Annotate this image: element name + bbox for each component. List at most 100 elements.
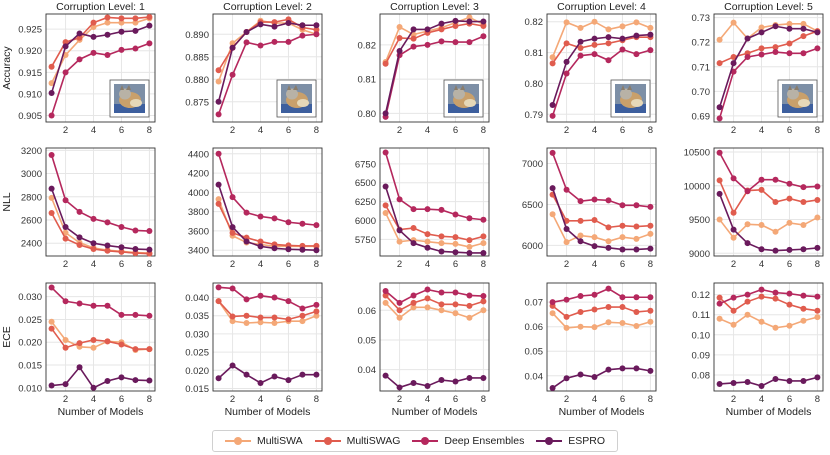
- y-tick-label: 0.79: [525, 110, 544, 121]
- x-tick-label: 8: [314, 125, 319, 136]
- data-point-deep-ensembles: [577, 198, 584, 205]
- data-point-deep-ensembles: [549, 149, 556, 156]
- data-point-deep-ensembles: [132, 311, 139, 318]
- data-point-multiswa: [800, 317, 807, 324]
- y-tick-label: 0.05: [358, 335, 377, 346]
- x-tick-label: 4: [592, 125, 597, 136]
- data-point-multiswag: [772, 295, 779, 302]
- x-tick-label: 8: [648, 259, 653, 270]
- data-point-multiswa: [62, 336, 69, 343]
- plot-frame: [713, 282, 824, 392]
- data-point-multiswag: [410, 225, 417, 232]
- data-point-espro: [716, 190, 723, 197]
- y-tick-label: 2400: [21, 239, 42, 250]
- data-point-multiswa: [396, 238, 403, 245]
- data-point-deep-ensembles: [452, 39, 459, 46]
- cat-thumbnail-image: [443, 79, 484, 118]
- data-point-multiswag: [647, 307, 654, 314]
- data-point-deep-ensembles: [229, 194, 236, 201]
- data-point-deep-ensembles: [605, 197, 612, 204]
- data-point-multiswag: [633, 223, 640, 230]
- y-tick-label: 0.12: [692, 290, 711, 301]
- x-tick-label: 8: [815, 394, 820, 405]
- data-point-deep-ensembles: [257, 213, 264, 220]
- data-point-espro: [243, 238, 250, 245]
- data-point-multiswag: [313, 242, 320, 249]
- data-point-espro: [605, 244, 612, 251]
- x-tick-label: 4: [91, 125, 96, 136]
- data-point-multiswa: [466, 243, 473, 250]
- x-tick-label: 6: [620, 259, 625, 270]
- data-point-multiswa: [90, 23, 97, 30]
- y-tick-label: 0.06: [525, 322, 544, 333]
- x-tick-label: 8: [314, 394, 319, 405]
- data-point-espro: [772, 23, 779, 30]
- data-point-multiswa: [90, 344, 97, 351]
- data-point-multiswa: [577, 24, 584, 31]
- data-point-deep-ensembles: [299, 305, 306, 312]
- data-point-espro: [229, 224, 236, 231]
- data-point-espro: [730, 379, 737, 386]
- thumbnail-cat-ear: [454, 85, 458, 90]
- x-tick-label: 6: [787, 394, 792, 405]
- data-point-espro: [382, 372, 389, 379]
- data-point-espro: [452, 249, 459, 256]
- data-point-deep-ensembles: [424, 206, 431, 213]
- data-point-multiswa: [814, 314, 821, 321]
- data-point-deep-ensembles: [285, 298, 292, 305]
- data-point-multiswa: [452, 310, 459, 317]
- y-tick-label: 6500: [522, 200, 543, 211]
- data-point-espro: [772, 375, 779, 382]
- data-point-multiswa: [619, 23, 626, 30]
- data-point-espro: [647, 31, 654, 38]
- data-point-multiswa: [132, 19, 139, 26]
- data-point-espro: [313, 22, 320, 29]
- data-point-multiswag: [396, 35, 403, 41]
- data-point-multiswag: [800, 305, 807, 312]
- y-tick-label: 0.81: [525, 48, 544, 59]
- data-point-multiswag: [758, 45, 765, 52]
- data-point-deep-ensembles: [786, 180, 793, 187]
- x-tick-label: 2: [63, 394, 68, 405]
- data-point-deep-ensembles: [90, 215, 97, 222]
- y-tick-label: 6500: [355, 178, 376, 189]
- column-title: Corruption Level: 3: [390, 1, 479, 13]
- data-point-deep-ensembles: [90, 49, 97, 56]
- x-tick-label: 8: [648, 394, 653, 405]
- data-point-espro: [786, 246, 793, 253]
- column-title: Corruption Level: 5: [724, 1, 813, 13]
- x-tick-label: 6: [453, 125, 458, 136]
- data-point-deep-ensembles: [257, 292, 264, 299]
- x-axis-label: Number of Models: [392, 406, 478, 418]
- data-point-multiswag: [800, 33, 807, 40]
- data-point-multiswag: [786, 40, 793, 47]
- data-point-multiswa: [577, 232, 584, 239]
- data-point-multiswa: [633, 19, 640, 26]
- data-point-multiswag: [591, 41, 598, 48]
- data-point-multiswag: [438, 233, 445, 240]
- legend-item-multiswa: MultiSWA: [224, 435, 303, 447]
- y-tick-label: 0.82: [525, 17, 544, 28]
- panel-nll-level-1: 2400 2600 2800 3000 3200 2 4 6 8: [21, 146, 156, 270]
- data-point-multiswa: [730, 234, 737, 241]
- data-point-multiswag: [716, 60, 723, 67]
- data-point-espro: [758, 246, 765, 253]
- cat-thumbnail-image: [777, 79, 818, 118]
- legend-label-espro: ESPRO: [568, 435, 606, 447]
- data-point-deep-ensembles: [104, 52, 111, 59]
- data-point-espro: [62, 223, 69, 230]
- data-point-multiswa: [647, 24, 654, 31]
- y-tick-label: 0.905: [18, 111, 42, 122]
- data-point-multiswag: [62, 344, 69, 351]
- cat-thumbnail-image: [276, 79, 317, 118]
- data-point-multiswag: [647, 222, 654, 229]
- x-tick-label: 8: [314, 259, 319, 270]
- data-point-deep-ensembles: [716, 115, 723, 122]
- x-tick-label: 4: [425, 259, 430, 270]
- data-point-deep-ensembles: [229, 285, 236, 292]
- panel-nll-level-4: 6000 6500 7000 2 4 6 8: [522, 147, 657, 270]
- data-point-multiswag: [382, 60, 389, 67]
- data-point-deep-ensembles: [772, 49, 779, 56]
- data-point-espro: [549, 102, 556, 109]
